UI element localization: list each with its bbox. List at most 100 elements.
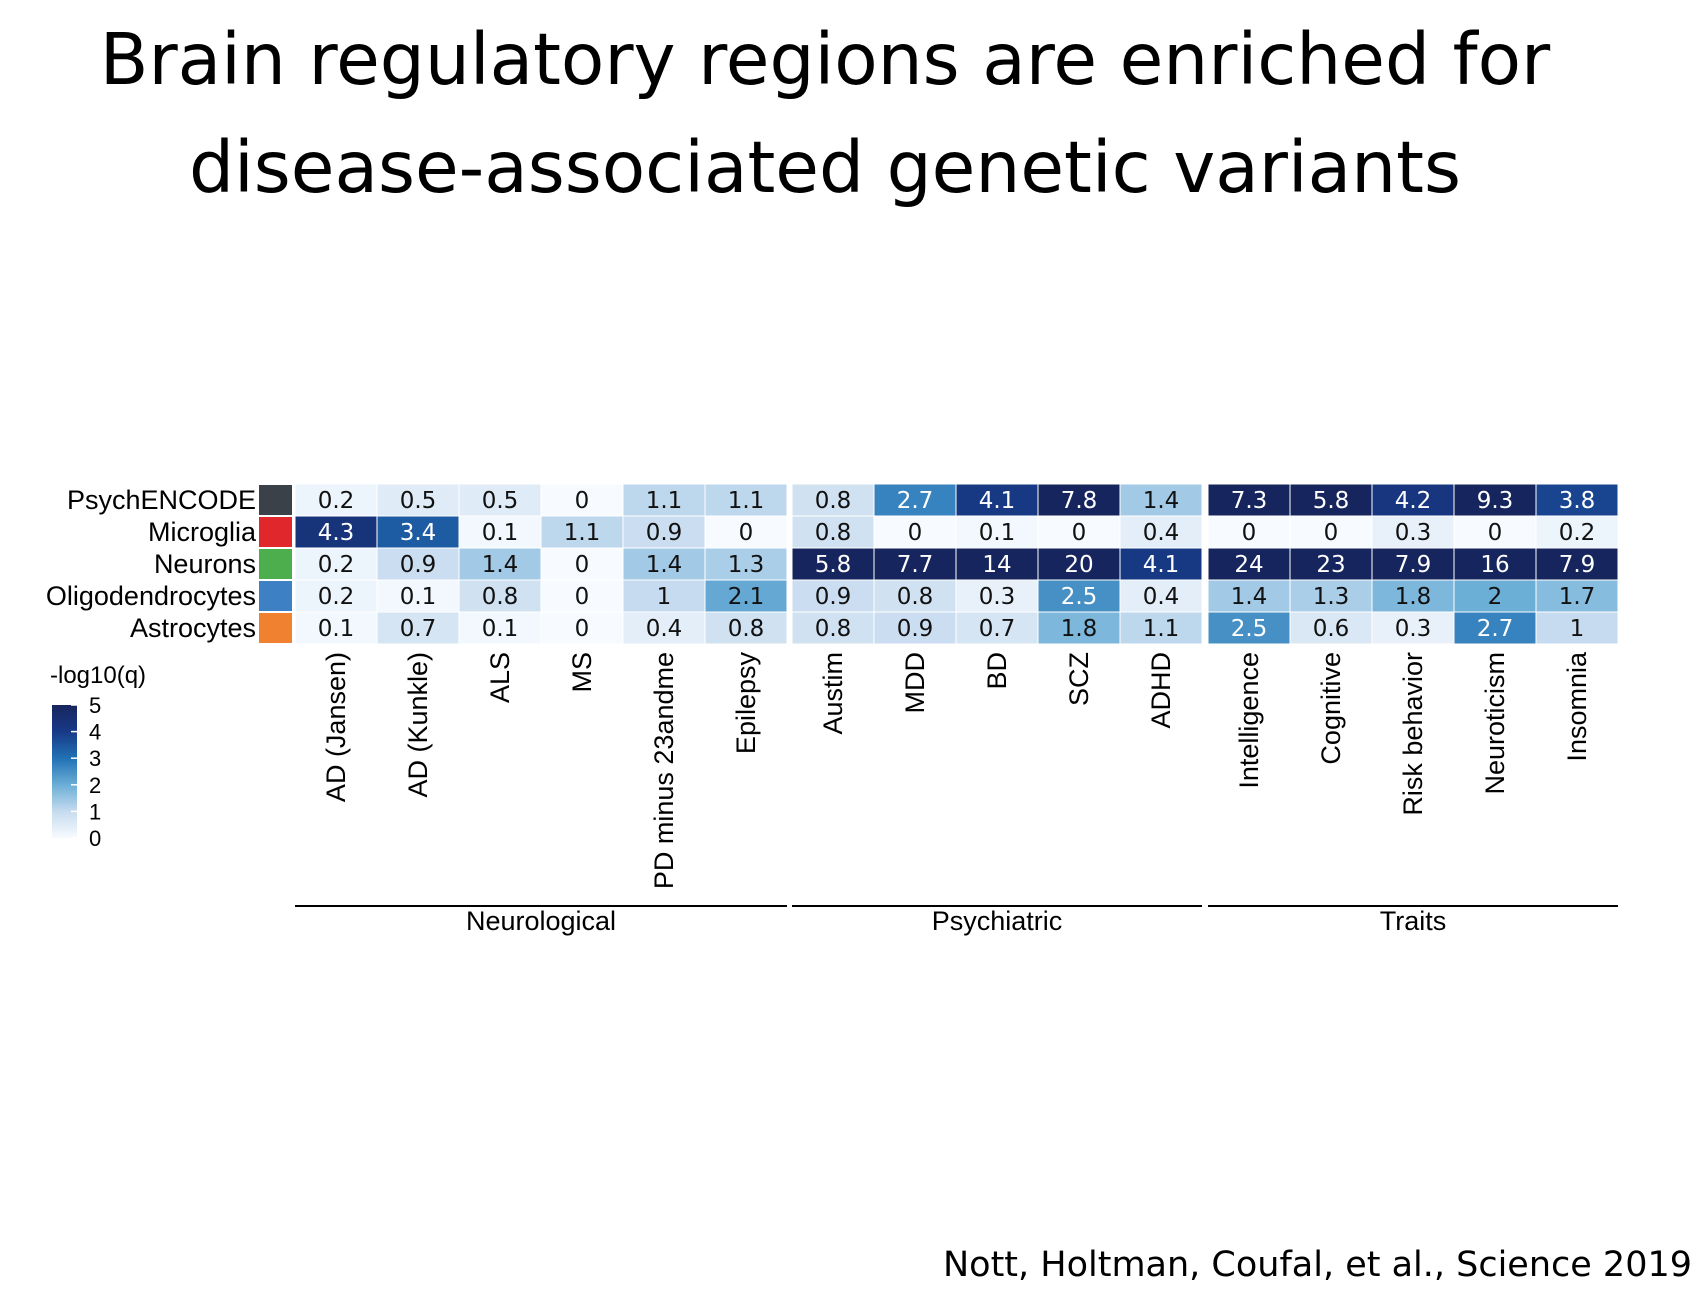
row-label: Neurons [154,549,256,579]
cell-value-label: 2.5 [1231,616,1268,642]
citation: Nott, Holtman, Coufal, et al., Science 2… [942,1245,1692,1285]
heatmap-cell [295,484,377,516]
heatmap-cell [623,516,705,548]
heatmap-cell [1454,548,1536,580]
heatmap-cell [459,548,541,580]
cell-value-label: 0.8 [815,488,852,514]
cell-value-label: 1.3 [728,552,765,578]
heatmap-cell [623,612,705,644]
heatmap-cell [1290,484,1372,516]
column-label: PD minus 23andme [649,652,679,889]
colorbar-tick-label: 4 [89,720,101,745]
cell-value-label: 1.1 [564,520,601,546]
heatmap-cell [1372,612,1454,644]
colorbar-tick-label: 2 [89,773,101,798]
row-label: Oligodendrocytes [46,581,256,611]
heatmap-cell [1208,516,1290,548]
heatmap-cell [1536,580,1618,612]
row-color-swatch [259,517,292,547]
heatmap-cell [1120,580,1202,612]
column-label: Cognitive [1316,652,1346,765]
column-label: ALS [485,652,515,703]
heatmap-cell [1290,580,1372,612]
cell-value-label: 1.1 [728,488,765,514]
heatmap-cell [541,548,623,580]
heatmap-cell [705,516,787,548]
heatmap-cell [1208,548,1290,580]
cell-value-label: 1.4 [1231,584,1268,610]
heatmap-cell [295,548,377,580]
row-label: Astrocytes [130,613,256,643]
cell-value-label: 0.1 [318,616,355,642]
cell-value-label: 0.2 [318,488,355,514]
heatmap-cell [377,612,459,644]
cell-value-label: 1.1 [646,488,683,514]
row-color-swatch [259,549,292,579]
cell-value-label: 0 [1242,520,1257,546]
cell-value-label: 3.4 [400,520,437,546]
cell-value-label: 0.3 [979,584,1016,610]
cell-value-label: 1.7 [1559,584,1596,610]
cell-value-label: 4.1 [979,488,1016,514]
cell-value-label: 0 [575,584,590,610]
cell-value-label: 0 [908,520,923,546]
cell-value-label: 7.7 [897,552,934,578]
cell-value-label: 20 [1064,552,1093,578]
heatmap-cell [705,580,787,612]
heatmap-cell [956,548,1038,580]
cell-value-label: 0.2 [318,552,355,578]
row-color-swatch [259,613,292,643]
cell-value-label: 1.4 [482,552,519,578]
heatmap-cell [956,516,1038,548]
cell-value-label: 0.2 [1559,520,1596,546]
heatmap-cell [874,580,956,612]
heatmap-cell [1038,484,1120,516]
cell-value-label: 1.8 [1061,616,1098,642]
heatmap-cell [956,580,1038,612]
heatmap-cell [1536,548,1618,580]
colorbar-gradient [52,705,77,838]
heatmap-cell [1454,612,1536,644]
cell-value-label: 1.4 [646,552,683,578]
cell-value-label: 4.3 [318,520,355,546]
heatmap-cell [1290,612,1372,644]
column-label: MS [567,652,597,693]
column-label: SCZ [1064,652,1094,706]
row-label: PsychENCODE [67,485,256,515]
group-label: Traits [1380,906,1447,936]
heatmap-cell [956,612,1038,644]
column-label: BD [982,652,1012,690]
cell-value-label: 2.5 [1061,584,1098,610]
colorbar-tick-label: 1 [89,799,101,824]
heatmap-cell [295,580,377,612]
column-label: ADHD [1146,652,1176,729]
cell-value-label: 0.8 [815,520,852,546]
cell-value-label: 16 [1480,552,1509,578]
cell-value-label: 1.8 [1395,584,1432,610]
column-label: Austim [818,652,848,735]
heatmap-cell [295,612,377,644]
heatmap-cell [874,548,956,580]
heatmap-cell [295,516,377,548]
cell-value-label: 0.4 [1143,520,1180,546]
heatmap-cell [1454,484,1536,516]
cell-value-label: 0 [575,488,590,514]
heatmap-cell [1290,516,1372,548]
cell-value-label: 0.1 [482,520,519,546]
cell-value-label: 0.8 [482,584,519,610]
colorbar-tick-label: 0 [89,826,101,851]
heatmap-cell [1372,548,1454,580]
cell-value-label: 2 [1488,584,1503,610]
cell-value-label: 0.1 [400,584,437,610]
cell-value-label: 0.9 [897,616,934,642]
heatmap-cell [1454,580,1536,612]
cell-value-label: 0.3 [1395,520,1432,546]
row-color-swatch [259,581,292,611]
slide-title-line-2: disease-associated genetic variants [188,126,1461,209]
cell-value-label: 1 [1570,616,1585,642]
cell-value-label: 3.8 [1559,488,1596,514]
heatmap-cell [1372,484,1454,516]
cell-value-label: 4.2 [1395,488,1432,514]
heatmap-cell [623,580,705,612]
